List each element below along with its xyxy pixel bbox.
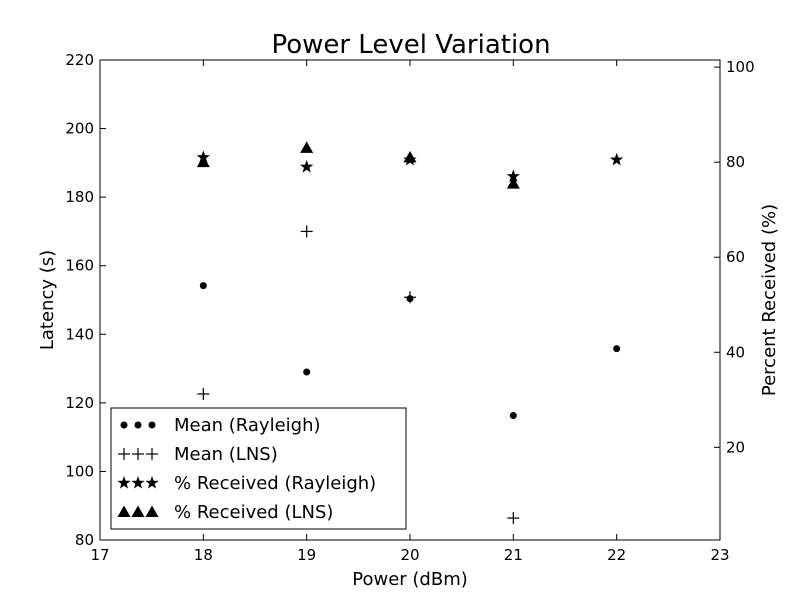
data-point-triangle — [403, 150, 417, 163]
x-tick-label: 18 — [194, 546, 213, 564]
x-tick-label: 21 — [504, 546, 523, 564]
x-tick-label: 19 — [297, 546, 316, 564]
x-axis-label: Power (dBm) — [352, 569, 468, 590]
legend-marker-triangle — [117, 505, 131, 517]
axis-ticks: 17 18 19 20 21 22 23 80 100 120 140 160 180 200 220 20 4… — [65, 51, 754, 564]
data-point-circle — [613, 345, 621, 353]
data-point-circle — [509, 412, 517, 420]
y-tick-label: 80 — [75, 531, 94, 549]
data-point-star — [506, 169, 520, 183]
y2-tick-label: 20 — [726, 438, 745, 456]
y-tick-label: 220 — [65, 51, 94, 69]
legend-marker-triangle — [145, 505, 159, 517]
y2-tick-label: 40 — [726, 343, 745, 361]
legend-marker-triangle — [131, 505, 145, 517]
y-tick-label: 120 — [65, 394, 94, 412]
data-point-triangle — [300, 141, 314, 153]
legend-marker-plus — [118, 448, 130, 460]
legend-label: Mean (LNS) — [174, 444, 278, 465]
x-tick-label: 22 — [607, 546, 626, 564]
data-point-plus — [300, 225, 313, 238]
data-point-plus — [507, 512, 520, 525]
legend-marker-star — [131, 476, 145, 489]
y-tick-label: 180 — [65, 188, 94, 206]
legend-marker-star — [117, 476, 131, 489]
data-point-circle — [199, 282, 207, 290]
y-tick-label: 140 — [65, 325, 94, 343]
legend-label: Mean (Rayleigh) — [174, 415, 321, 436]
y-tick-label: 200 — [65, 120, 94, 138]
data-point-triangle — [506, 177, 520, 189]
legend-marker-circle — [120, 421, 128, 429]
data-point-star — [610, 152, 624, 166]
chart-title: Power Level Variation — [271, 30, 550, 60]
legend-marker-circle — [134, 421, 142, 429]
legend-label: % Received (LNS) — [174, 502, 333, 523]
legend-box — [110, 407, 407, 530]
legend-marker-circle — [148, 421, 156, 429]
y2-tick-label: 80 — [726, 153, 745, 171]
x-tick-label: 23 — [710, 546, 729, 564]
data-marks — [196, 141, 624, 525]
y2-tick-label: 60 — [726, 248, 745, 266]
legend: Mean (Rayleigh) Mean (LNS) % Received (Ray… — [110, 407, 407, 530]
legend-marker-plus — [132, 448, 144, 460]
legend-label: % Received (Rayleigh) — [174, 473, 376, 494]
data-point-triangle — [196, 155, 210, 168]
data-point-star — [300, 159, 314, 173]
y-tick-label: 160 — [65, 257, 94, 275]
data-point-circle — [303, 368, 311, 376]
x-tick-label: 17 — [90, 546, 109, 564]
y2-axis-label: Percent Received (%) — [759, 204, 780, 396]
legend-marker-plus — [146, 448, 158, 460]
y-tick-label: 100 — [65, 462, 94, 480]
legend-marker-star — [145, 476, 159, 489]
data-point-plus — [197, 387, 210, 400]
y2-tick-label: 100 — [726, 58, 755, 76]
x-tick-label: 20 — [400, 546, 419, 564]
y-axis-label: Latency (s) — [37, 250, 58, 350]
data-point-plus — [404, 291, 416, 304]
